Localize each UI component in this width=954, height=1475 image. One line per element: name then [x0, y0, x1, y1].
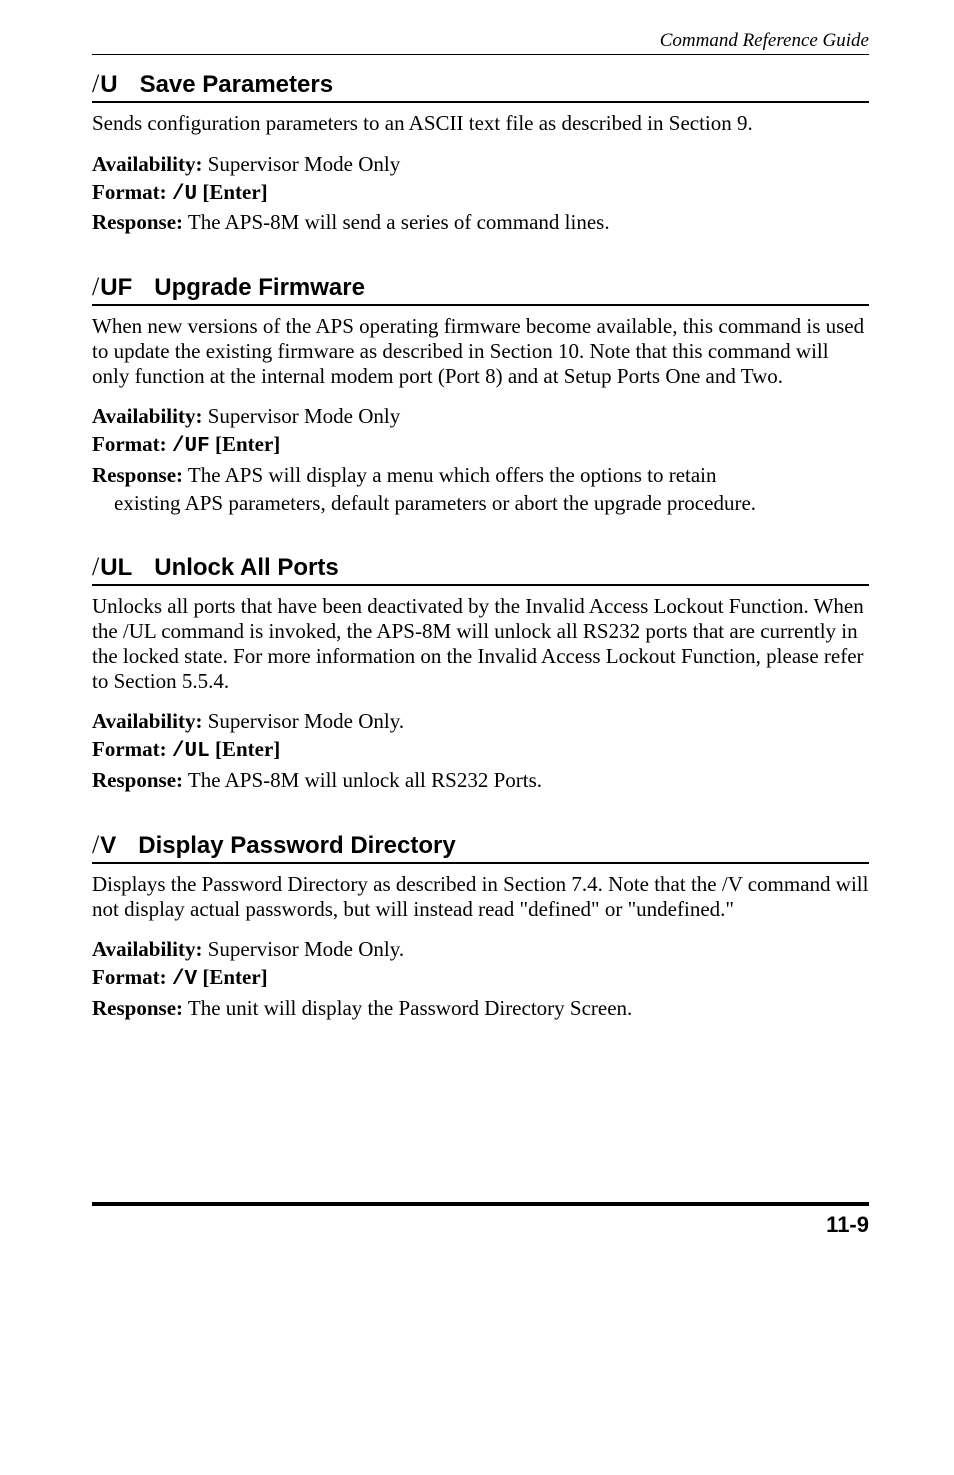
format-cmd: /U	[172, 183, 197, 206]
response-value: The APS-8M will unlock all RS232 Ports.	[183, 768, 542, 792]
page-number: 11-9	[92, 1212, 869, 1238]
response-u: Response: The APS-8M will send a series …	[92, 210, 869, 235]
format-uf: Format: /UF [Enter]	[92, 432, 869, 460]
running-header: Command Reference Guide	[92, 30, 869, 55]
availability-label: Availability:	[92, 937, 202, 961]
format-suffix: [Enter]	[202, 180, 267, 204]
heading-title-uf: Upgrade Firmware	[154, 274, 365, 301]
section-heading-uf: /UF Upgrade Firmware	[92, 272, 869, 306]
format-suffix: [Enter]	[215, 432, 280, 456]
availability-value: Supervisor Mode Only.	[202, 937, 404, 961]
heading-cmd-v: V	[100, 832, 116, 859]
heading-title-v: Display Password Directory	[138, 832, 455, 859]
page-container: Command Reference Guide /USave Parameter…	[0, 0, 954, 1475]
availability-ul: Availability: Supervisor Mode Only.	[92, 709, 869, 734]
heading-slash: /	[92, 830, 99, 859]
format-cmd: /UF	[172, 435, 210, 458]
response-uf: Response: The APS will display a menu wh…	[92, 463, 869, 488]
response-ul: Response: The APS-8M will unlock all RS2…	[92, 768, 869, 793]
section-body-ul: Unlocks all ports that have been deactiv…	[92, 594, 869, 693]
heading-title-ul: Unlock All Ports	[154, 554, 338, 581]
section-body-u: Sends configuration parameters to an ASC…	[92, 111, 869, 136]
section-body-v: Displays the Password Directory as descr…	[92, 872, 869, 922]
format-suffix: [Enter]	[215, 737, 280, 761]
heading-cmd-u: U	[100, 71, 117, 98]
heading-slash: /	[92, 552, 99, 581]
format-label: Format:	[92, 965, 167, 989]
response-uf-line2: existing APS parameters, default paramet…	[114, 491, 869, 516]
section-heading-u: /U Save Parameters	[92, 69, 869, 103]
format-label: Format:	[92, 180, 167, 204]
availability-value: Supervisor Mode Only	[202, 152, 400, 176]
format-label: Format:	[92, 432, 167, 456]
availability-label: Availability:	[92, 152, 202, 176]
format-cmd: /V	[172, 968, 197, 991]
section-heading-v: /V Display Password Directory	[92, 830, 869, 864]
format-label: Format:	[92, 737, 167, 761]
format-ul: Format: /UL [Enter]	[92, 737, 869, 765]
response-value: The unit will display the Password Direc…	[183, 996, 632, 1020]
heading-cmd-ul: UL	[100, 554, 132, 581]
response-label: Response:	[92, 768, 183, 792]
format-u: Format: /U [Enter]	[92, 180, 869, 208]
response-label: Response:	[92, 996, 183, 1020]
heading-slash: /	[92, 272, 99, 301]
availability-uf: Availability: Supervisor Mode Only	[92, 404, 869, 429]
section-body-uf: When new versions of the APS operating f…	[92, 314, 869, 388]
response-label: Response:	[92, 463, 183, 487]
response-value: The APS-8M will send a series of command…	[183, 210, 610, 234]
availability-v: Availability: Supervisor Mode Only.	[92, 937, 869, 962]
availability-u: Availability: Supervisor Mode Only	[92, 152, 869, 177]
section-heading-ul: /UL Unlock All Ports	[92, 552, 869, 586]
heading-cmd-uf: UF	[100, 274, 132, 301]
availability-label: Availability:	[92, 709, 202, 733]
footer-rule	[92, 1202, 869, 1206]
format-cmd: /UL	[172, 740, 210, 763]
heading-title-u: Save Parameters	[140, 71, 333, 98]
availability-value: Supervisor Mode Only	[202, 404, 400, 428]
response-v: Response: The unit will display the Pass…	[92, 996, 869, 1021]
format-v: Format: /V [Enter]	[92, 965, 869, 993]
heading-slash: /	[92, 69, 99, 98]
response-label: Response:	[92, 210, 183, 234]
availability-label: Availability:	[92, 404, 202, 428]
response-line1: The APS will display a menu which offers…	[183, 463, 717, 487]
availability-value: Supervisor Mode Only.	[202, 709, 404, 733]
format-suffix: [Enter]	[202, 965, 267, 989]
